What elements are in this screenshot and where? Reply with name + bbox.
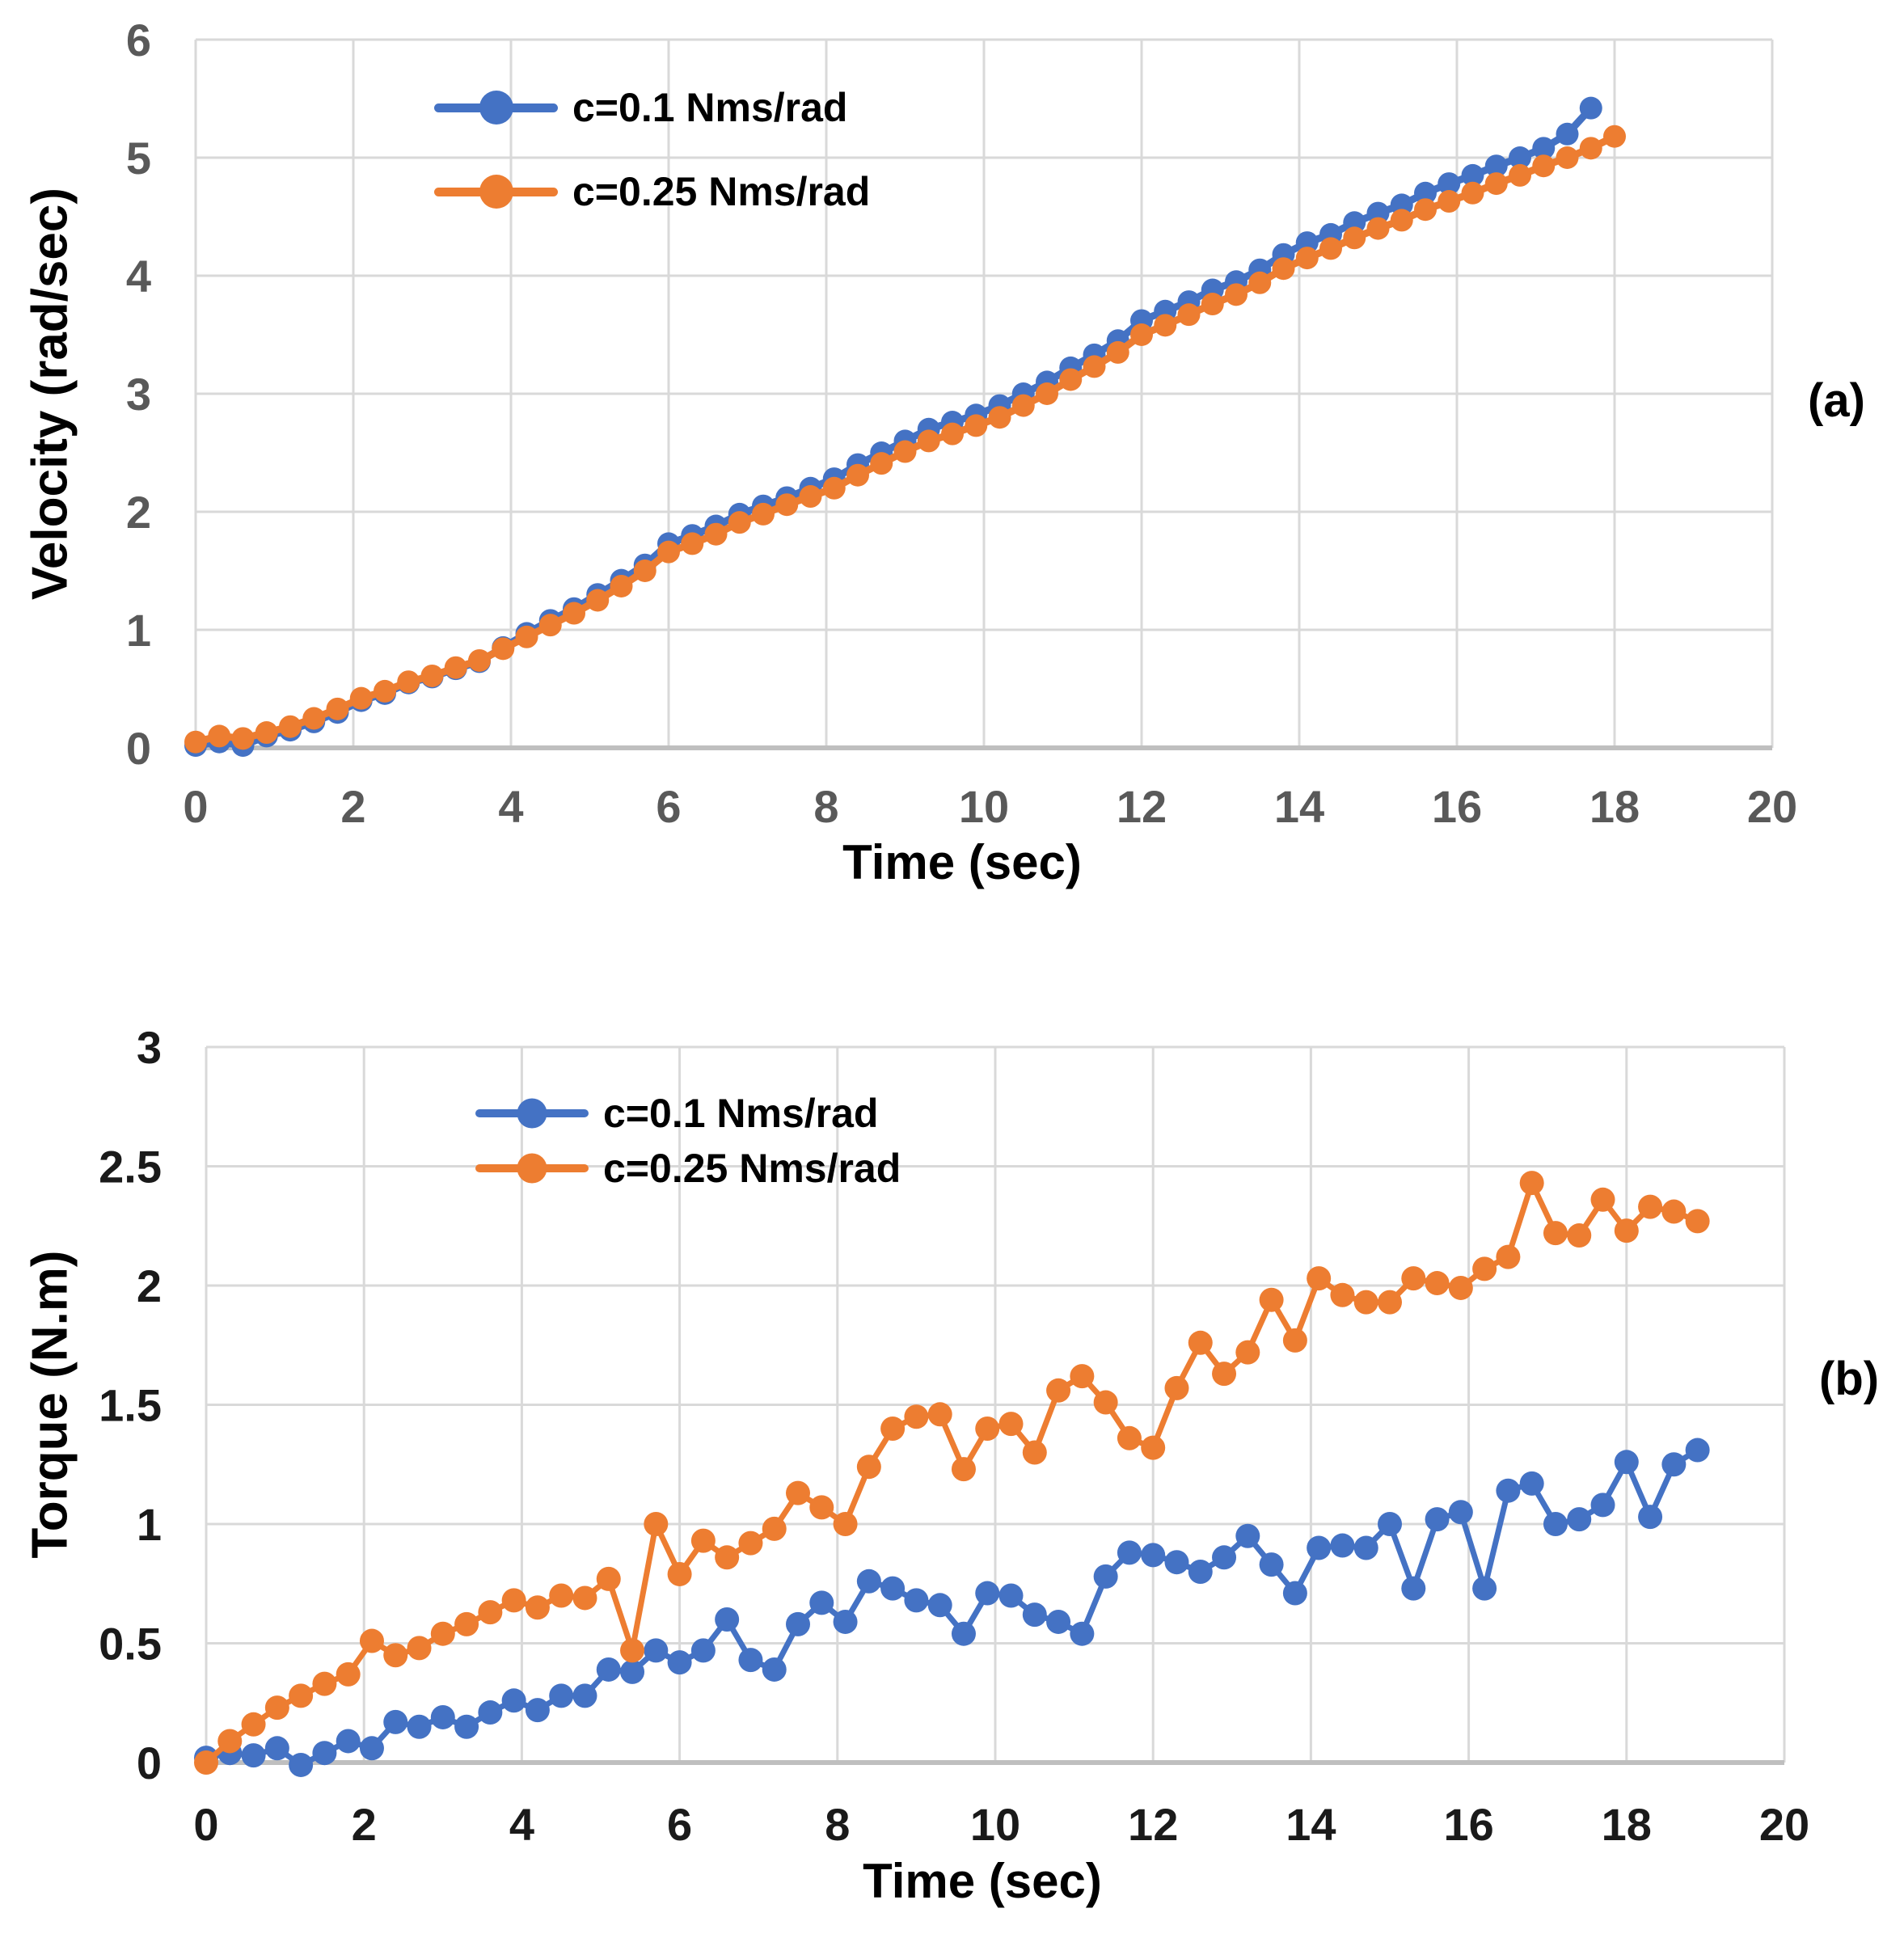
torque-chart-plot: 0 2 4 6 8 10 12 14 16 18 20 0 0.5 1 1.5 2 2.5 3 (99, 1022, 1809, 1850)
legend-item-c025-b: c=0.25 Nms/rad (475, 1147, 901, 1189)
legend-dot-icon (517, 1153, 547, 1184)
svg-text:0: 0 (126, 723, 151, 774)
svg-text:2: 2 (352, 1799, 377, 1850)
x-axis-title-time-b-text: Time (sec) (863, 1854, 1102, 1908)
y-axis-title-velocity-text: Velocity (rad/sec) (22, 187, 78, 601)
legend-item-c01-b: c=0.1 Nms/rad (475, 1092, 878, 1134)
svg-text:0: 0 (137, 1737, 162, 1788)
y-axis-title-torque-text: Torque (N.m) (22, 1250, 78, 1559)
svg-text:4: 4 (509, 1799, 534, 1850)
x-axis-title-time-a-text: Time (sec) (842, 835, 1082, 889)
legend-dot-icon (479, 91, 513, 125)
svg-text:20: 20 (1759, 1799, 1809, 1850)
svg-text:4: 4 (498, 781, 523, 832)
svg-text:1: 1 (137, 1499, 162, 1550)
legend-label-c025-b: c=0.25 Nms/rad (603, 1146, 901, 1191)
svg-text:0: 0 (193, 1799, 218, 1850)
svg-text:14: 14 (1274, 781, 1324, 832)
svg-text:3: 3 (137, 1022, 162, 1073)
legend-label-c01-b: c=0.1 Nms/rad (603, 1091, 879, 1136)
svg-text:12: 12 (1128, 1799, 1178, 1850)
svg-text:2: 2 (126, 487, 151, 538)
svg-text:10: 10 (970, 1799, 1020, 1850)
legend-dot-icon (517, 1098, 547, 1129)
legend-label-c01-a: c=0.1 Nms/rad (572, 85, 848, 130)
svg-text:6: 6 (656, 781, 681, 832)
panel-label-b: (b) (1819, 1353, 1880, 1405)
svg-text:18: 18 (1589, 781, 1640, 832)
legend-label-c025-a: c=0.25 Nms/rad (572, 169, 871, 214)
svg-text:1.5: 1.5 (99, 1380, 162, 1431)
svg-text:10: 10 (959, 781, 1009, 832)
svg-text:2: 2 (340, 781, 365, 832)
svg-text:12: 12 (1117, 781, 1167, 832)
svg-text:14: 14 (1286, 1799, 1336, 1850)
svg-text:8: 8 (825, 1799, 850, 1850)
legend-line-marker-icon (475, 1098, 589, 1129)
legend-item-c025-a: c=0.25 Nms/rad (434, 171, 870, 213)
svg-text:3: 3 (126, 369, 151, 420)
svg-text:16: 16 (1432, 781, 1482, 832)
legend-dot-icon (479, 175, 513, 209)
legend-item-c01-a: c=0.1 Nms/rad (434, 87, 847, 129)
svg-text:16: 16 (1443, 1799, 1493, 1850)
svg-text:6: 6 (667, 1799, 692, 1850)
svg-text:8: 8 (813, 781, 838, 832)
svg-text:20: 20 (1747, 781, 1797, 832)
svg-text:0.5: 0.5 (99, 1619, 162, 1670)
svg-text:4: 4 (126, 251, 151, 302)
legend-line-marker-icon (434, 175, 558, 209)
svg-text:0: 0 (183, 781, 208, 832)
svg-text:2.5: 2.5 (99, 1142, 162, 1193)
svg-text:18: 18 (1602, 1799, 1652, 1850)
svg-text:2: 2 (137, 1260, 162, 1311)
svg-text:5: 5 (126, 133, 151, 184)
legend-line-marker-icon (475, 1153, 589, 1184)
legend-line-marker-icon (434, 91, 558, 125)
panel-label-a: (a) (1808, 374, 1865, 427)
svg-text:6: 6 (126, 15, 151, 65)
svg-text:1: 1 (126, 605, 151, 656)
